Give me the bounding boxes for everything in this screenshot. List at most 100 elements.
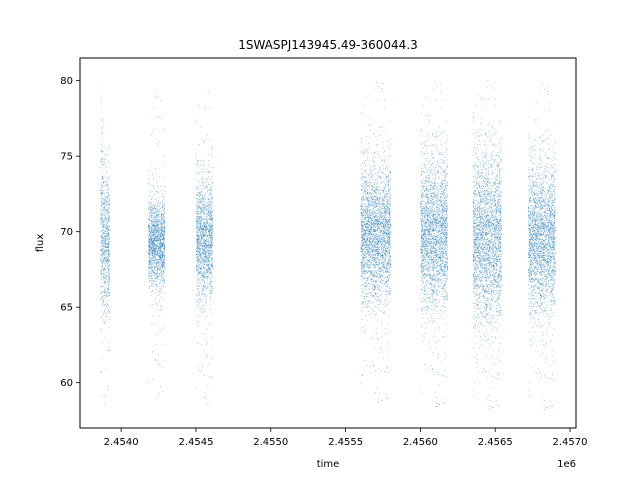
data-point (105, 246, 107, 248)
data-point (210, 244, 212, 246)
data-point (203, 304, 205, 306)
data-point (161, 365, 163, 367)
data-point (211, 227, 212, 228)
data-point (100, 327, 102, 329)
data-point (202, 278, 204, 279)
data-point (368, 233, 370, 235)
data-point (365, 278, 367, 280)
data-point (365, 221, 367, 223)
data-point (370, 262, 371, 263)
data-point (366, 240, 368, 242)
data-point (374, 271, 376, 273)
data-point (211, 226, 213, 228)
data-point (383, 106, 385, 108)
data-point (197, 241, 199, 243)
data-point (360, 224, 362, 226)
data-point (148, 235, 150, 236)
data-point (203, 201, 205, 203)
data-point (106, 312, 108, 314)
data-point (149, 202, 151, 204)
data-point (157, 250, 159, 251)
data-point (159, 253, 161, 254)
data-point (153, 248, 154, 250)
data-point (152, 234, 153, 236)
data-point (108, 280, 110, 282)
data-point (148, 237, 150, 238)
data-point (162, 273, 164, 275)
data-point (390, 232, 391, 234)
data-point (162, 241, 164, 242)
data-point (200, 242, 202, 244)
data-point (161, 217, 162, 219)
data-point (157, 254, 159, 256)
data-point (371, 237, 373, 239)
data-point (370, 225, 371, 227)
data-point (105, 235, 107, 237)
data-point (386, 176, 387, 178)
data-point (101, 169, 103, 171)
data-point (205, 268, 207, 270)
data-point (162, 262, 164, 264)
data-point (155, 235, 156, 237)
data-point (101, 193, 102, 195)
data-point (100, 261, 102, 262)
data-point (362, 250, 364, 252)
data-point (156, 270, 158, 272)
data-point (208, 199, 210, 201)
data-point (153, 225, 155, 226)
data-point (106, 192, 107, 194)
data-point (210, 243, 212, 245)
data-point (199, 232, 201, 234)
data-point (101, 149, 102, 151)
data-point (209, 202, 211, 204)
data-point (106, 275, 108, 277)
data-point (162, 360, 164, 362)
data-point (195, 212, 197, 214)
data-point (203, 279, 204, 281)
data-point (196, 249, 198, 251)
data-point (208, 263, 209, 265)
data-point (159, 230, 161, 232)
data-point (161, 213, 163, 215)
data-point (101, 202, 102, 204)
data-point (199, 247, 201, 249)
data-point (163, 252, 165, 253)
data-point (155, 250, 157, 252)
data-point (107, 162, 109, 163)
data-point (102, 306, 103, 307)
data-point (148, 212, 150, 214)
data-point (384, 246, 386, 248)
data-point (154, 251, 156, 253)
data-point (204, 241, 206, 243)
data-point (203, 247, 205, 249)
data-point (159, 232, 161, 234)
data-point (210, 223, 212, 224)
data-point (154, 235, 156, 237)
data-point (151, 210, 152, 212)
data-point (204, 90, 206, 92)
data-point (106, 171, 108, 173)
data-point (361, 138, 362, 139)
data-point (201, 233, 203, 235)
data-point (369, 296, 371, 298)
data-point (104, 209, 106, 211)
data-point (157, 231, 159, 232)
data-point (368, 203, 370, 204)
data-point (104, 213, 106, 215)
data-point (100, 286, 102, 287)
data-point (202, 251, 204, 252)
data-point (206, 185, 208, 187)
data-point (156, 254, 157, 256)
data-point (198, 282, 200, 284)
data-point (157, 221, 159, 222)
data-point (159, 299, 161, 300)
data-point (159, 249, 161, 251)
data-point (105, 231, 106, 232)
data-point (157, 262, 158, 264)
data-point (203, 172, 205, 173)
data-point (385, 207, 387, 209)
data-point (108, 265, 110, 267)
data-point (155, 230, 157, 232)
data-point (203, 196, 204, 198)
data-point (107, 154, 109, 156)
